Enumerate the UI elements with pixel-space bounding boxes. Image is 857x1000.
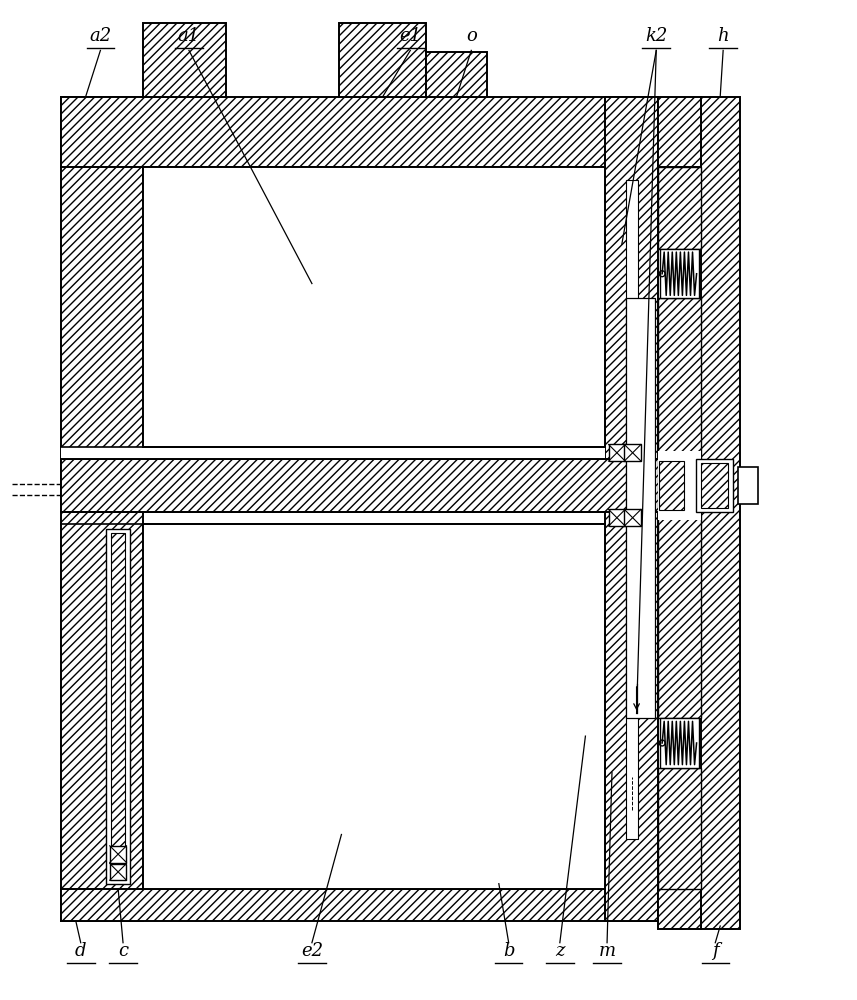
Bar: [608, 509, 626, 526]
Bar: [658, 451, 700, 520]
Text: f: f: [712, 942, 718, 960]
Bar: [658, 167, 700, 249]
Bar: [143, 23, 226, 97]
Bar: [624, 509, 641, 526]
Bar: [110, 864, 127, 880]
Text: a2: a2: [89, 27, 111, 45]
Bar: [106, 529, 130, 884]
Bar: [61, 459, 660, 512]
Bar: [608, 444, 626, 461]
Text: k2: k2: [645, 27, 668, 45]
Bar: [339, 23, 426, 97]
Text: z: z: [555, 942, 565, 960]
Bar: [659, 461, 684, 510]
Bar: [626, 298, 656, 718]
Text: e1: e1: [399, 27, 422, 45]
Text: c: c: [118, 942, 128, 960]
Bar: [700, 97, 740, 929]
Bar: [658, 298, 700, 718]
Text: m: m: [598, 942, 615, 960]
Bar: [61, 97, 658, 167]
Bar: [61, 447, 605, 459]
Bar: [143, 524, 605, 889]
Bar: [660, 249, 698, 298]
Bar: [738, 467, 758, 504]
Bar: [696, 459, 733, 512]
Text: e2: e2: [301, 942, 323, 960]
Bar: [658, 889, 700, 929]
Text: b: b: [503, 942, 514, 960]
Bar: [658, 768, 700, 889]
Bar: [426, 52, 487, 97]
Bar: [110, 846, 127, 863]
Bar: [143, 167, 605, 447]
Bar: [605, 97, 658, 921]
Bar: [626, 180, 638, 839]
Text: h: h: [717, 27, 729, 45]
Bar: [700, 463, 728, 508]
Bar: [111, 533, 125, 879]
Text: a1: a1: [177, 27, 200, 45]
Bar: [61, 889, 658, 921]
Text: o: o: [466, 27, 476, 45]
Bar: [658, 97, 700, 167]
Bar: [624, 444, 641, 461]
Bar: [61, 97, 143, 921]
Text: d: d: [75, 942, 87, 960]
Bar: [660, 718, 698, 768]
